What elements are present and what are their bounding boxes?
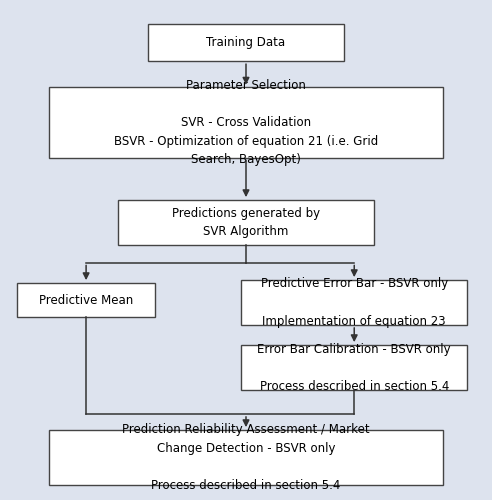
Text: Predictive Mean: Predictive Mean bbox=[39, 294, 133, 306]
Text: Prediction Reliability Assessment / Market
Change Detection - BSVR only

Process: Prediction Reliability Assessment / Mark… bbox=[122, 423, 370, 492]
FancyBboxPatch shape bbox=[148, 24, 344, 61]
FancyBboxPatch shape bbox=[17, 283, 155, 317]
Text: Predictions generated by
SVR Algorithm: Predictions generated by SVR Algorithm bbox=[172, 207, 320, 238]
FancyBboxPatch shape bbox=[49, 430, 443, 485]
Text: Training Data: Training Data bbox=[207, 36, 285, 49]
Text: Error Bar Calibration - BSVR only

Process described in section 5.4: Error Bar Calibration - BSVR only Proces… bbox=[257, 342, 451, 392]
Text: Predictive Error Bar - BSVR only

Implementation of equation 23: Predictive Error Bar - BSVR only Impleme… bbox=[261, 278, 448, 328]
FancyBboxPatch shape bbox=[118, 200, 374, 245]
FancyBboxPatch shape bbox=[241, 280, 467, 325]
FancyBboxPatch shape bbox=[241, 345, 467, 390]
FancyBboxPatch shape bbox=[49, 88, 443, 158]
Text: Parameter Selection

SVR - Cross Validation
BSVR - Optimization of equation 21 (: Parameter Selection SVR - Cross Validati… bbox=[114, 79, 378, 166]
